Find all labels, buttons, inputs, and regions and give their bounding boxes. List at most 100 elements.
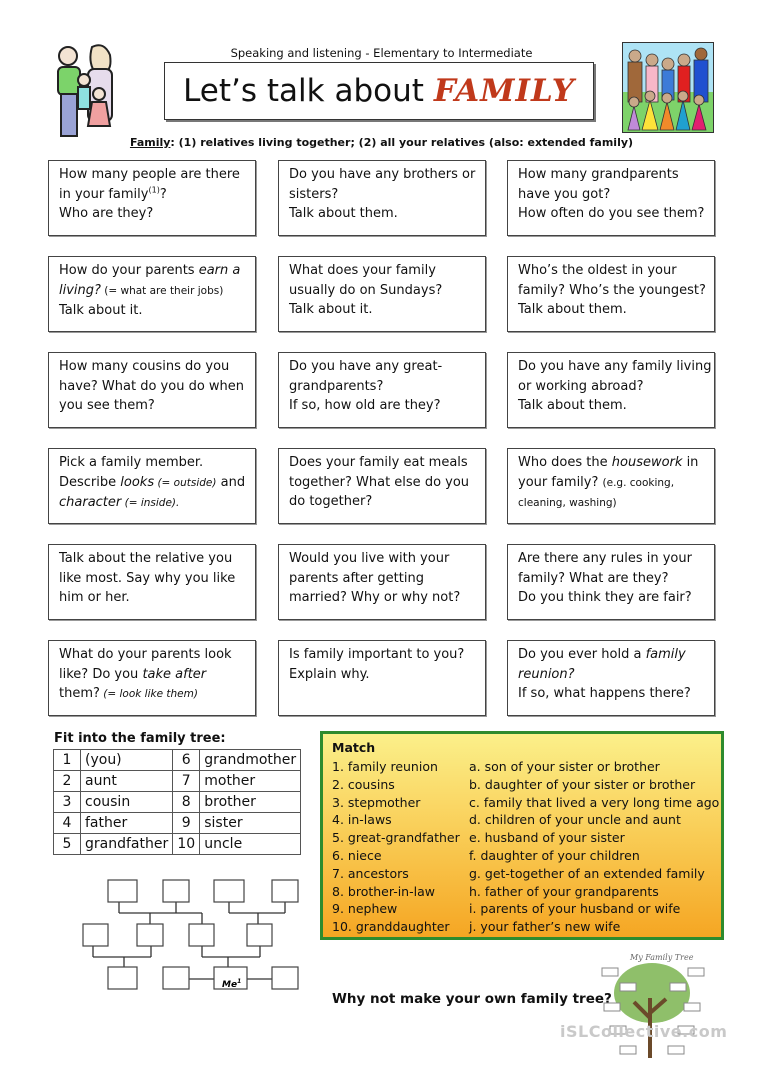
question-card: How many cousins do you have? What do you… bbox=[48, 352, 256, 428]
word-number: 6 bbox=[172, 749, 201, 771]
question-card: What do your parents look like? Do you ta… bbox=[48, 640, 256, 716]
word: brother bbox=[199, 791, 302, 813]
card-text: Does your family eat meals bbox=[289, 455, 468, 470]
tree-box bbox=[136, 923, 164, 947]
card-text: Talk about them. bbox=[518, 302, 627, 317]
card-line: Explain why. bbox=[289, 665, 485, 685]
card-text: family bbox=[645, 647, 686, 662]
word-number: 8 bbox=[172, 791, 201, 813]
match-definition: d. children of your uncle and aunt bbox=[469, 812, 681, 828]
card-text: housework bbox=[611, 455, 683, 470]
card-line: usually do on Sundays? bbox=[289, 281, 485, 301]
card-line: do together? bbox=[289, 492, 485, 512]
tree-box bbox=[246, 923, 273, 947]
match-term: 3. stepmother bbox=[332, 794, 421, 810]
card-line: Do you think they are fair? bbox=[518, 588, 714, 608]
table-row: 4 father 9 sister bbox=[53, 812, 302, 834]
card-line: have? What do you do when bbox=[59, 377, 255, 397]
card-text: Talk about them. bbox=[518, 398, 627, 413]
card-line: If so, how old are they? bbox=[289, 396, 485, 416]
match-definition: h. father of your grandparents bbox=[469, 883, 659, 899]
word-number: 2 bbox=[53, 770, 81, 792]
card-text: If so, how old are they? bbox=[289, 398, 441, 413]
word-number: 1 bbox=[53, 749, 81, 771]
card-text: Would you live with your bbox=[289, 551, 450, 566]
card-line: or working abroad? bbox=[518, 377, 714, 397]
question-card: Do you have any brothers or sisters? Talk … bbox=[278, 160, 486, 236]
card-text: him or her. bbox=[59, 590, 130, 605]
card-line: family? Who’s the youngest? bbox=[518, 281, 714, 301]
card-line: parents after getting bbox=[289, 569, 485, 589]
card-line: How many cousins do you bbox=[59, 357, 255, 377]
family-clipart bbox=[57, 44, 113, 137]
question-card: Is family important to you? Explain why. bbox=[278, 640, 486, 716]
match-definition: c. family that lived a very long time ag… bbox=[469, 794, 720, 810]
card-line: like most. Say why you like bbox=[59, 569, 255, 589]
match-term: 6. niece bbox=[332, 848, 382, 863]
card-text: (= look like them) bbox=[99, 688, 198, 700]
word-number: 10 bbox=[172, 833, 201, 855]
card-line: Talk about it. bbox=[289, 300, 485, 320]
table-row: 2 aunt 7 mother bbox=[53, 770, 302, 792]
card-text: family? What are they? bbox=[518, 570, 669, 586]
card-text: What does your family bbox=[289, 263, 436, 278]
question-card: How many people are there in your family(… bbox=[48, 160, 256, 236]
card-text: like most. Say why you like bbox=[59, 570, 236, 586]
match-term: 2. cousins bbox=[332, 776, 395, 792]
card-line: Describe looks (= outside) and bbox=[59, 473, 255, 494]
card-line: What does your family bbox=[289, 261, 485, 281]
match-definition: j. your father’s new wife bbox=[469, 919, 621, 935]
card-text: usually do on Sundays? bbox=[289, 282, 443, 298]
card-line: like? Do you take after bbox=[59, 665, 255, 685]
question-card: What does your family usually do on Sunda… bbox=[278, 256, 486, 332]
card-text: How many people are there bbox=[59, 167, 240, 182]
card-line: Do you have any great- bbox=[289, 357, 485, 377]
match-definition: a. son of your sister or brother bbox=[469, 759, 660, 774]
card-text: reunion? bbox=[518, 666, 575, 682]
question-card: How do your parents earn a living? (= wha… bbox=[48, 256, 256, 332]
card-text: (= outside) bbox=[154, 476, 217, 489]
card-text: (= what are their jobs) bbox=[100, 284, 224, 297]
word: grandfather bbox=[79, 833, 174, 855]
match-term: 8. brother-in-law bbox=[332, 883, 435, 899]
card-text: sisters? bbox=[289, 186, 339, 202]
card-line: them? (= look like them) bbox=[59, 684, 255, 705]
card-line: Who does the housework in bbox=[518, 453, 714, 473]
card-line: family? What are they? bbox=[518, 569, 714, 589]
card-text: Talk about it. bbox=[289, 302, 373, 317]
card-text: How often do you see them? bbox=[518, 206, 705, 221]
card-text: How many grandparents bbox=[518, 167, 679, 182]
card-line: Talk about them. bbox=[518, 300, 714, 320]
word: (you) bbox=[79, 749, 174, 771]
card-line: Who’s the oldest in your bbox=[518, 261, 714, 281]
card-line: married? Why or why not? bbox=[289, 588, 485, 608]
card-line: Talk about the relative you bbox=[59, 549, 255, 569]
card-text: Explain why. bbox=[289, 666, 370, 682]
card-text: Describe bbox=[59, 474, 121, 490]
card-text: Talk about it. bbox=[59, 303, 143, 318]
card-text: do together? bbox=[289, 494, 373, 509]
card-line: cleaning, washing) bbox=[518, 493, 714, 514]
watermark: iSLCollective.com bbox=[560, 1022, 728, 1041]
card-line: your family? (e.g. cooking, bbox=[518, 473, 714, 494]
family-definition: Family: (1) relatives living together; (… bbox=[0, 136, 763, 149]
card-line: If so, what happens there? bbox=[518, 684, 714, 704]
card-line: together? What else do you bbox=[289, 473, 485, 493]
definition-text: : (1) relatives living together; (2) all… bbox=[170, 136, 634, 149]
tree-box bbox=[213, 879, 245, 903]
card-line: Talk about it. bbox=[59, 301, 255, 321]
card-line: have you got? bbox=[518, 185, 714, 205]
card-text: (1) bbox=[148, 185, 160, 195]
tree-box bbox=[82, 923, 109, 947]
card-text: How many cousins do you bbox=[59, 359, 230, 374]
fit-title: Fit into the family tree: bbox=[54, 731, 226, 746]
word: mother bbox=[199, 770, 302, 792]
card-line: What do your parents look bbox=[59, 645, 255, 665]
card-text: have? What do you do when bbox=[59, 378, 245, 394]
card-line: him or her. bbox=[59, 588, 255, 608]
question-card: Would you live with your parents after ge… bbox=[278, 544, 486, 620]
card-text: Do you ever hold a bbox=[518, 647, 646, 662]
card-line: Does your family eat meals bbox=[289, 453, 485, 473]
tree-image-caption: My Family Tree bbox=[629, 953, 694, 962]
card-line: Talk about them. bbox=[518, 396, 714, 416]
